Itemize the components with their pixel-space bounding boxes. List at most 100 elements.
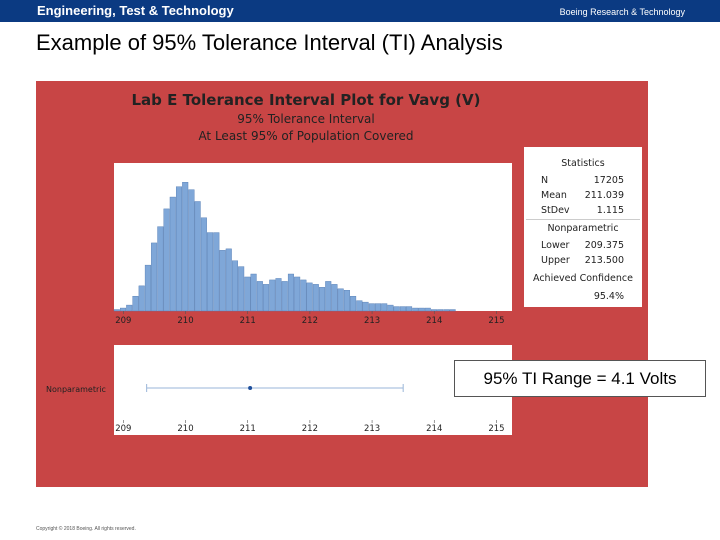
ti-range-callout: 95% TI Range = 4.1 Volts [454, 360, 706, 397]
histogram-bar [144, 264, 151, 312]
interval-mean-point [248, 386, 253, 390]
histogram-bar [275, 278, 282, 312]
histogram-bar [219, 250, 226, 312]
histogram-bar [381, 303, 388, 312]
hist-tick-label: 210 [177, 316, 193, 326]
interval-tick-label: 209 [115, 424, 131, 434]
hist-tick-label: 215 [488, 316, 504, 326]
histogram-bar [157, 226, 164, 312]
histogram-x-ticks: 209 210 211 212 213 214 215 [115, 311, 505, 326]
interval-x-ticks: 209 210 211 212 213 214 215 [115, 420, 505, 434]
histogram-bar [306, 282, 313, 312]
interval-tick-label: 215 [488, 424, 504, 434]
histogram-bar [443, 309, 450, 312]
histogram-bar [263, 284, 270, 312]
histogram-bar [231, 260, 238, 312]
histogram-bar [113, 309, 120, 312]
histogram-bar [331, 284, 338, 312]
histogram-bar [312, 284, 319, 312]
interval-row-label: Nonparametric [46, 385, 106, 394]
histogram-bar [287, 273, 294, 312]
histogram-bar [437, 309, 444, 312]
slide-title: Example of 95% Tolerance Interval (TI) A… [36, 30, 503, 55]
np-value-upper: 213.500 [585, 255, 624, 266]
histogram-bar [337, 288, 344, 312]
header-bar: Engineering, Test & Technology Boeing Re… [0, 0, 720, 22]
histogram-bar [343, 290, 350, 312]
achieved-confidence-value: 95.4% [594, 291, 624, 302]
stat-label-n: N [541, 175, 548, 186]
histogram-bar [256, 281, 263, 312]
histogram-bar [399, 306, 406, 312]
stat-value-stdev: 1.115 [597, 205, 624, 216]
stats-heading: Statistics [561, 158, 604, 169]
achieved-confidence-label: Achieved Confidence [533, 273, 633, 284]
histogram-bar [151, 242, 158, 312]
histogram-bar [250, 273, 257, 312]
histogram-bar [294, 276, 301, 312]
histogram-bar [368, 303, 375, 312]
interval-tick-label: 214 [426, 424, 442, 434]
histogram-bar [225, 248, 232, 312]
histogram-bar [350, 295, 357, 312]
histogram-bar [175, 186, 183, 312]
histogram-bar [138, 285, 145, 312]
histogram-bar [163, 208, 170, 312]
stat-value-mean: 211.039 [585, 190, 624, 201]
chart-subtitle-2: At Least 95% of Population Covered [198, 129, 413, 143]
hist-tick-label: 213 [364, 316, 380, 326]
histogram-bar [356, 300, 363, 312]
histogram-bar [126, 304, 133, 312]
histogram-bar [281, 281, 288, 312]
histogram-bar [362, 301, 369, 312]
org-name: Engineering, Test & Technology [37, 3, 234, 18]
chart-subtitle-1: 95% Tolerance Interval [237, 112, 374, 126]
histogram-bar [406, 306, 413, 312]
histogram-bar [325, 281, 332, 312]
histogram-bar [238, 266, 245, 312]
histogram-bar [182, 182, 189, 312]
histogram-bar [120, 307, 127, 312]
hist-tick-label: 214 [426, 316, 442, 326]
interval-marks [146, 384, 404, 392]
np-label-lower: Lower [541, 240, 570, 251]
histogram-bar [418, 307, 425, 312]
interval-tick-label: 210 [177, 424, 193, 434]
np-label-upper: Upper [541, 255, 570, 266]
histogram-bar [300, 279, 307, 312]
department-name: Boeing Research & Technology [559, 7, 685, 17]
hist-tick-label: 209 [115, 316, 131, 326]
histogram-bar [430, 309, 437, 312]
histogram-bar [132, 295, 139, 312]
interval-plot-area [114, 345, 512, 435]
histogram-bar [412, 307, 419, 312]
stat-label-mean: Mean [541, 190, 567, 201]
histogram-bar [449, 309, 456, 312]
histogram-bar [374, 303, 382, 312]
histogram-bar [269, 279, 276, 312]
histogram-bar [188, 189, 195, 312]
histogram-bar [244, 276, 251, 312]
histogram-bar [319, 287, 326, 312]
stat-label-stdev: StDev [541, 205, 570, 216]
hist-tick-label: 212 [302, 316, 318, 326]
histogram-bar [387, 304, 394, 312]
histogram-bar [169, 196, 176, 312]
np-value-lower: 209.375 [585, 240, 624, 251]
hist-tick-label: 211 [240, 316, 256, 326]
statistics-box [524, 147, 642, 307]
stat-value-n: 17205 [594, 175, 624, 186]
histogram-bars [113, 182, 456, 312]
interval-tick-label: 212 [302, 424, 318, 434]
histogram-bar [194, 201, 201, 312]
stats-divider [526, 219, 640, 220]
chart-title: Lab E Tolerance Interval Plot for Vavg (… [132, 91, 481, 109]
interval-tick-label: 213 [364, 424, 380, 434]
histogram-bar [207, 232, 214, 312]
histogram-bar [213, 232, 220, 312]
histogram-bar [393, 306, 400, 312]
tolerance-interval-figure: Lab E Tolerance Interval Plot for Vavg (… [36, 81, 648, 487]
copyright-text: Copyright © 2018 Boeing. All rights rese… [36, 526, 136, 532]
interval-tick-label: 211 [240, 424, 256, 434]
histogram-bar [424, 307, 431, 312]
